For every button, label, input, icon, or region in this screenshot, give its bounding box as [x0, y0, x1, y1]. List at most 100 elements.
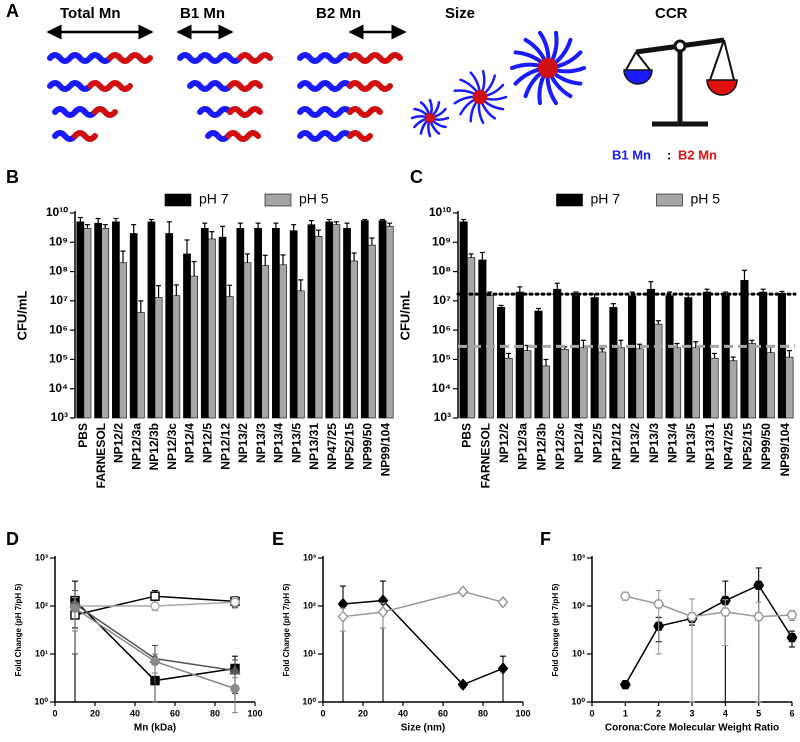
bar	[740, 280, 749, 419]
polymer-block	[52, 130, 78, 142]
x-tick-label: 0	[52, 708, 57, 718]
x-tick-label: NP99/50	[361, 423, 375, 470]
bar	[314, 236, 323, 419]
bar	[571, 295, 580, 419]
polymer-block	[347, 80, 393, 92]
bar	[691, 347, 700, 419]
polymer-block	[92, 106, 118, 118]
bar	[759, 291, 768, 419]
x-tick-label: PBS	[76, 423, 90, 448]
y-tick-label: 10¹	[35, 648, 48, 658]
marker	[686, 611, 698, 622]
bar	[368, 244, 376, 419]
marker	[337, 610, 349, 623]
bar	[332, 224, 341, 419]
bar	[83, 228, 92, 419]
y-axis-label: Fold Change (pH 7/pH 5)	[551, 583, 560, 676]
bar	[654, 323, 663, 419]
marker	[229, 664, 241, 675]
x-tick-label: NP12/3a	[516, 423, 530, 470]
y-tick-label: 10⁰	[571, 696, 585, 706]
bar	[534, 310, 543, 419]
bar	[609, 307, 618, 419]
marker	[753, 580, 765, 590]
bar	[553, 288, 562, 419]
bar	[279, 264, 287, 419]
y-tick-label: 10²	[35, 600, 48, 610]
y-tick-label: 10⁷	[433, 293, 451, 307]
y-tick-label: 10⁴	[432, 381, 451, 395]
legend-label: pH 7	[591, 191, 621, 207]
y-tick-label: 10³	[303, 552, 316, 562]
x-tick-label: NP12/5	[591, 423, 605, 463]
legend-swatch	[656, 193, 683, 207]
marker	[619, 591, 631, 601]
y-tick-label: 10⁶	[432, 322, 451, 336]
polymer-block	[72, 130, 98, 142]
y-axis-label: CFU/mL	[14, 291, 29, 341]
bar	[208, 238, 216, 419]
bar	[515, 291, 524, 419]
panel-letter: D	[6, 529, 19, 549]
x-tick-label: 40	[130, 708, 140, 718]
legend-label: pH 5	[691, 191, 721, 207]
marker	[377, 605, 389, 619]
bar	[225, 296, 234, 419]
bar	[289, 230, 298, 419]
marker	[497, 595, 509, 609]
marker	[150, 656, 160, 667]
x-tick-label: NP13/2	[236, 423, 250, 463]
x-tick-label: 6	[789, 708, 794, 718]
polymer-block	[297, 130, 353, 142]
y-tick-label: 10⁰	[34, 696, 48, 706]
x-tick-label: 2	[656, 708, 661, 718]
panel-letter: A	[6, 1, 19, 21]
marker	[653, 599, 665, 609]
y-axis-label: Fold Change (pH 7/pH 5)	[14, 583, 23, 676]
x-tick-label: PBS	[460, 423, 474, 448]
marker	[497, 662, 509, 675]
x-tick-label: NP13/31	[307, 423, 321, 470]
x-tick-label: NP13/5	[684, 423, 698, 463]
x-tick-label: 100	[247, 708, 262, 718]
bar	[307, 224, 316, 419]
bar	[165, 233, 174, 419]
schematic-label: Total Mn	[60, 5, 121, 22]
bar	[579, 347, 588, 419]
marker	[457, 585, 469, 598]
x-tick-label: 80	[478, 708, 488, 718]
x-tick-label: 1	[623, 708, 628, 718]
bar	[673, 347, 682, 419]
bar	[646, 288, 655, 419]
marker	[619, 679, 631, 690]
x-tick-label: NP99/104	[778, 423, 792, 477]
bar	[112, 221, 120, 419]
x-tick-label: NP52/15	[343, 423, 357, 470]
polymer-block	[347, 106, 383, 118]
y-tick-label: 10⁰	[302, 696, 316, 706]
bar	[747, 343, 756, 419]
x-tick-label: NP12/3b	[534, 423, 548, 470]
x-tick-label: NP12/2	[497, 423, 511, 463]
y-tick-label: 10¹	[572, 648, 585, 658]
bar	[190, 275, 198, 419]
series-line	[342, 590, 504, 618]
x-tick-label: NP13/4	[665, 423, 679, 463]
x-axis-label: Mn (kDa)	[134, 723, 176, 734]
marker	[786, 610, 798, 620]
ratio-right: B2 Mn	[678, 147, 717, 162]
x-tick-label: NP13/31	[703, 423, 717, 470]
schematic-label: Size	[445, 5, 475, 22]
y-tick-label: 10⁵	[432, 352, 451, 366]
x-tick-label: NP99/104	[378, 423, 392, 477]
x-tick-label: NP12/4	[572, 423, 586, 463]
x-tick-label: NP12/2	[112, 423, 126, 463]
y-axis-label: CFU/mL	[397, 291, 412, 341]
marker	[753, 611, 765, 622]
y-tick-label: 10³	[434, 410, 451, 424]
bar	[710, 357, 719, 419]
y-tick-label: 10²	[303, 600, 316, 610]
bar	[497, 307, 506, 419]
y-tick-label: 10¹⁰	[429, 205, 451, 219]
bar	[119, 262, 127, 419]
